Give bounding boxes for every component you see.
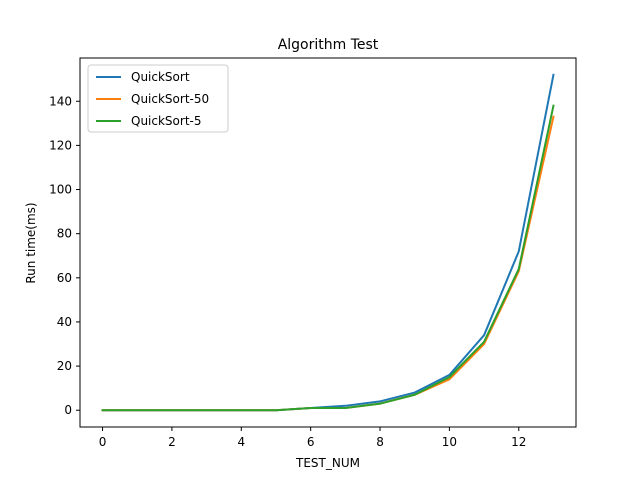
y-tick-label: 100 [49,183,72,197]
legend-box [87,64,229,133]
x-tick-label: 8 [376,435,384,449]
y-axis-ticks: 0 20 40 60 80 100 120 140 [49,94,80,417]
legend-label: QuickSort-50 [131,92,209,106]
legend: QuickSort QuickSort-50 QuickSort-5 [87,64,229,133]
y-tick-label: 40 [57,315,72,329]
legend-label: QuickSort [131,70,190,84]
x-tick-label: 12 [511,435,526,449]
y-tick-label: 140 [49,94,72,108]
y-tick-label: 120 [49,138,72,152]
x-tick-label: 6 [307,435,315,449]
y-tick-label: 80 [57,227,72,241]
legend-label: QuickSort-5 [131,114,202,128]
plot-area [79,57,577,428]
x-tick-label: 2 [168,435,176,449]
y-axis-label: Run time(ms) [24,202,38,283]
y-tick-label: 0 [64,403,72,417]
x-tick-label: 10 [442,435,457,449]
y-tick-label: 60 [57,271,72,285]
y-tick-label: 20 [57,359,72,373]
plot-frame [79,57,577,428]
x-tick-label: 4 [237,435,245,449]
x-tick-label: 0 [99,435,107,449]
chart-title: Algorithm Test [278,37,379,53]
series-line-3 [101,104,555,412]
x-axis-label: TEST_NUM [295,456,360,470]
x-axis-ticks: 0 2 4 6 8 10 12 [99,427,526,449]
